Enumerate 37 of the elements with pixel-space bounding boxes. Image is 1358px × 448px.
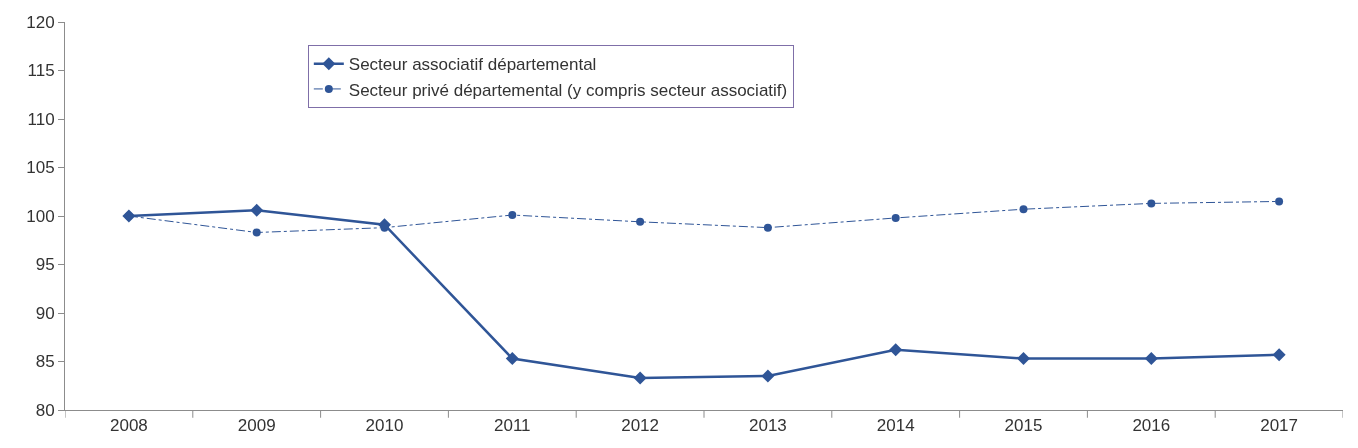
point (761, 369, 775, 383)
x-tick-label: 2011 (494, 416, 531, 436)
x-tick-label: 2015 (1004, 416, 1043, 436)
y-tick-label: 90 (35, 303, 55, 323)
point (508, 211, 517, 220)
y-tick-label: 105 (26, 158, 55, 178)
x-tick-label: 2010 (365, 416, 404, 436)
point (1144, 352, 1158, 366)
point (891, 213, 900, 222)
point (636, 217, 645, 226)
point (1147, 199, 1156, 208)
x-tick-label: 2017 (1260, 416, 1299, 436)
point (1275, 197, 1284, 206)
legend-label: Secteur privé départemental (y compris secteur associatif) (348, 80, 788, 100)
point (1017, 352, 1030, 366)
x-tick-label: 2009 (237, 416, 276, 436)
y-tick-label: 110 (27, 109, 55, 129)
point (763, 223, 772, 232)
x-tick-label: 2014 (876, 416, 915, 436)
legend-label: Secteur associatif départemental (348, 55, 597, 75)
point (252, 228, 261, 237)
y-tick-label: 95 (35, 255, 55, 275)
point (1019, 205, 1028, 214)
y-tick-label: 115 (27, 61, 55, 81)
x-tick-label: 2012 (621, 416, 660, 436)
point (250, 203, 264, 217)
point (1272, 348, 1286, 362)
x-tick-label: 2013 (748, 416, 787, 436)
y-tick-label: 85 (35, 352, 55, 372)
point (505, 352, 519, 366)
x-tick-label: 2016 (1132, 416, 1171, 436)
x-tick-label: 2008 (109, 416, 148, 436)
y-tick-label: 80 (35, 400, 55, 420)
y-tick-label: 120 (26, 12, 55, 32)
y-tick-label: 100 (26, 206, 55, 226)
point (633, 371, 647, 385)
point (889, 343, 903, 357)
